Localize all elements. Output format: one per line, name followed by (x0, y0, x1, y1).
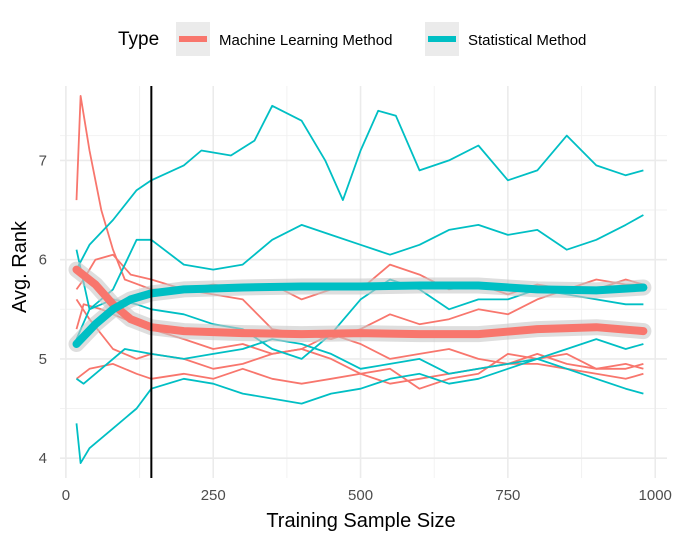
y-tick-label: 4 (39, 450, 47, 467)
y-tick-label: 7 (39, 152, 47, 169)
x-tick-label: 0 (62, 487, 70, 504)
x-tick-label: 1000 (639, 487, 672, 504)
statistical-method-line (75, 338, 644, 385)
legend: Type Machine Learning Method Statistical… (118, 22, 586, 56)
y-tick-label: 5 (39, 351, 47, 368)
legend-label-ml: Machine Learning Method (219, 32, 392, 49)
ticks: 0 250 500 750 1000 4 5 6 7 (39, 152, 672, 504)
x-tick-label: 750 (495, 487, 520, 504)
x-tick-label: 250 (201, 487, 226, 504)
statistical-method-line (75, 214, 644, 311)
ml-method-line (75, 298, 644, 390)
legend-label-stat: Statistical Method (468, 32, 586, 49)
y-tick-label: 6 (39, 252, 47, 269)
x-axis-title: Training Sample Size (266, 510, 455, 532)
statistical-method-line (75, 358, 644, 464)
statistical-smooth-line (72, 281, 648, 348)
y-axis-title: Avg. Rank (9, 220, 31, 313)
ml-method-line (75, 363, 644, 385)
legend-title: Type (118, 29, 159, 50)
series-layer (68, 86, 652, 478)
x-tick-label: 500 (348, 487, 373, 504)
